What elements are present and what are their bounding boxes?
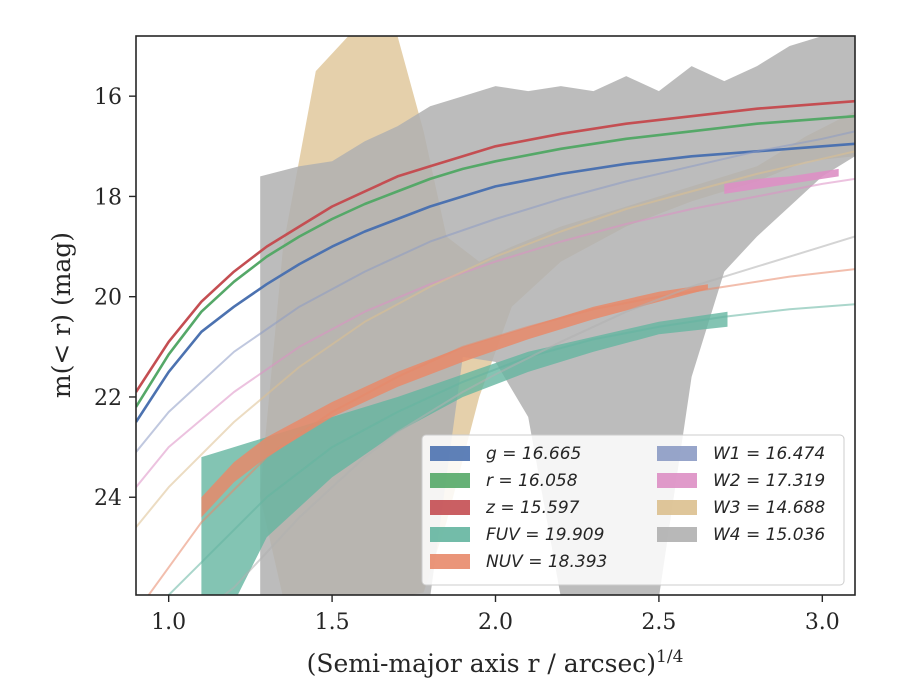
x-tick-label: 1.0 <box>151 610 186 635</box>
model-curve-w1 <box>136 130 855 453</box>
y-tick-label: 22 <box>94 386 122 411</box>
legend-swatch-fuv <box>430 527 470 542</box>
x-axis-label-superscript: 1/4 <box>656 647 683 667</box>
y-tick-label: 16 <box>94 85 122 110</box>
y-axis-label: m(< r) (mag) <box>47 232 76 398</box>
legend-swatch-z <box>430 500 470 515</box>
legend-frame <box>421 434 845 586</box>
legend: g = 16.665 r = 16.058 z = 15.597 FUV = 19.9… <box>421 434 845 586</box>
uncertainty-bands <box>201 36 855 595</box>
x-tick-label: 2.5 <box>641 610 676 635</box>
x-tick-label: 3.0 <box>805 610 840 635</box>
legend-label-r: r = 16.058 <box>486 471 578 491</box>
x-tick-label: 2.0 <box>478 610 513 635</box>
legend-label-nuv: NUV = 18.393 <box>486 552 607 572</box>
y-axis: 16 18 20 22 24 <box>94 85 136 511</box>
model-curves <box>136 99 855 595</box>
model-curve-g <box>136 142 855 423</box>
y-tick-label: 18 <box>94 185 122 210</box>
band-w2 <box>724 168 839 194</box>
model-curve-nuv <box>147 268 855 595</box>
legend-label-w2: W2 = 17.319 <box>713 471 825 491</box>
model-curve-w3 <box>136 150 855 528</box>
y-tick-label: 20 <box>94 286 122 311</box>
legend-swatch-g <box>430 446 470 461</box>
legend-swatch-w2 <box>657 473 697 488</box>
model-curve-w2 <box>136 177 855 488</box>
legend-label-fuv: FUV = 19.909 <box>486 525 604 545</box>
legend-label-g: g = 16.665 <box>486 444 581 464</box>
band-fuv <box>201 311 728 595</box>
legend-label-z: z = 15.597 <box>485 498 580 518</box>
model-curve-w4 <box>222 235 855 595</box>
y-tick-label: 24 <box>94 486 122 511</box>
legend-label-w1: W1 = 16.474 <box>713 444 825 464</box>
band-w4 <box>260 36 855 595</box>
legend-swatch-w4 <box>657 527 697 542</box>
legend-swatch-w3 <box>657 500 697 515</box>
model-curve-r <box>136 114 855 408</box>
legend-swatch-w1 <box>657 446 697 461</box>
legend-swatch-nuv <box>430 554 470 569</box>
model-curve-z <box>136 99 855 393</box>
x-axis-label: (Semi-major axis r / arcsec)1/4 <box>307 647 684 678</box>
legend-swatch-r <box>430 473 470 488</box>
model-curve-fuv <box>167 303 855 595</box>
legend-label-w3: W3 = 14.688 <box>713 498 825 518</box>
x-axis: 1.0 1.5 2.0 2.5 3.0 <box>151 595 840 635</box>
legend-label-w4: W4 = 15.036 <box>713 525 825 545</box>
x-tick-label: 1.5 <box>315 610 350 635</box>
